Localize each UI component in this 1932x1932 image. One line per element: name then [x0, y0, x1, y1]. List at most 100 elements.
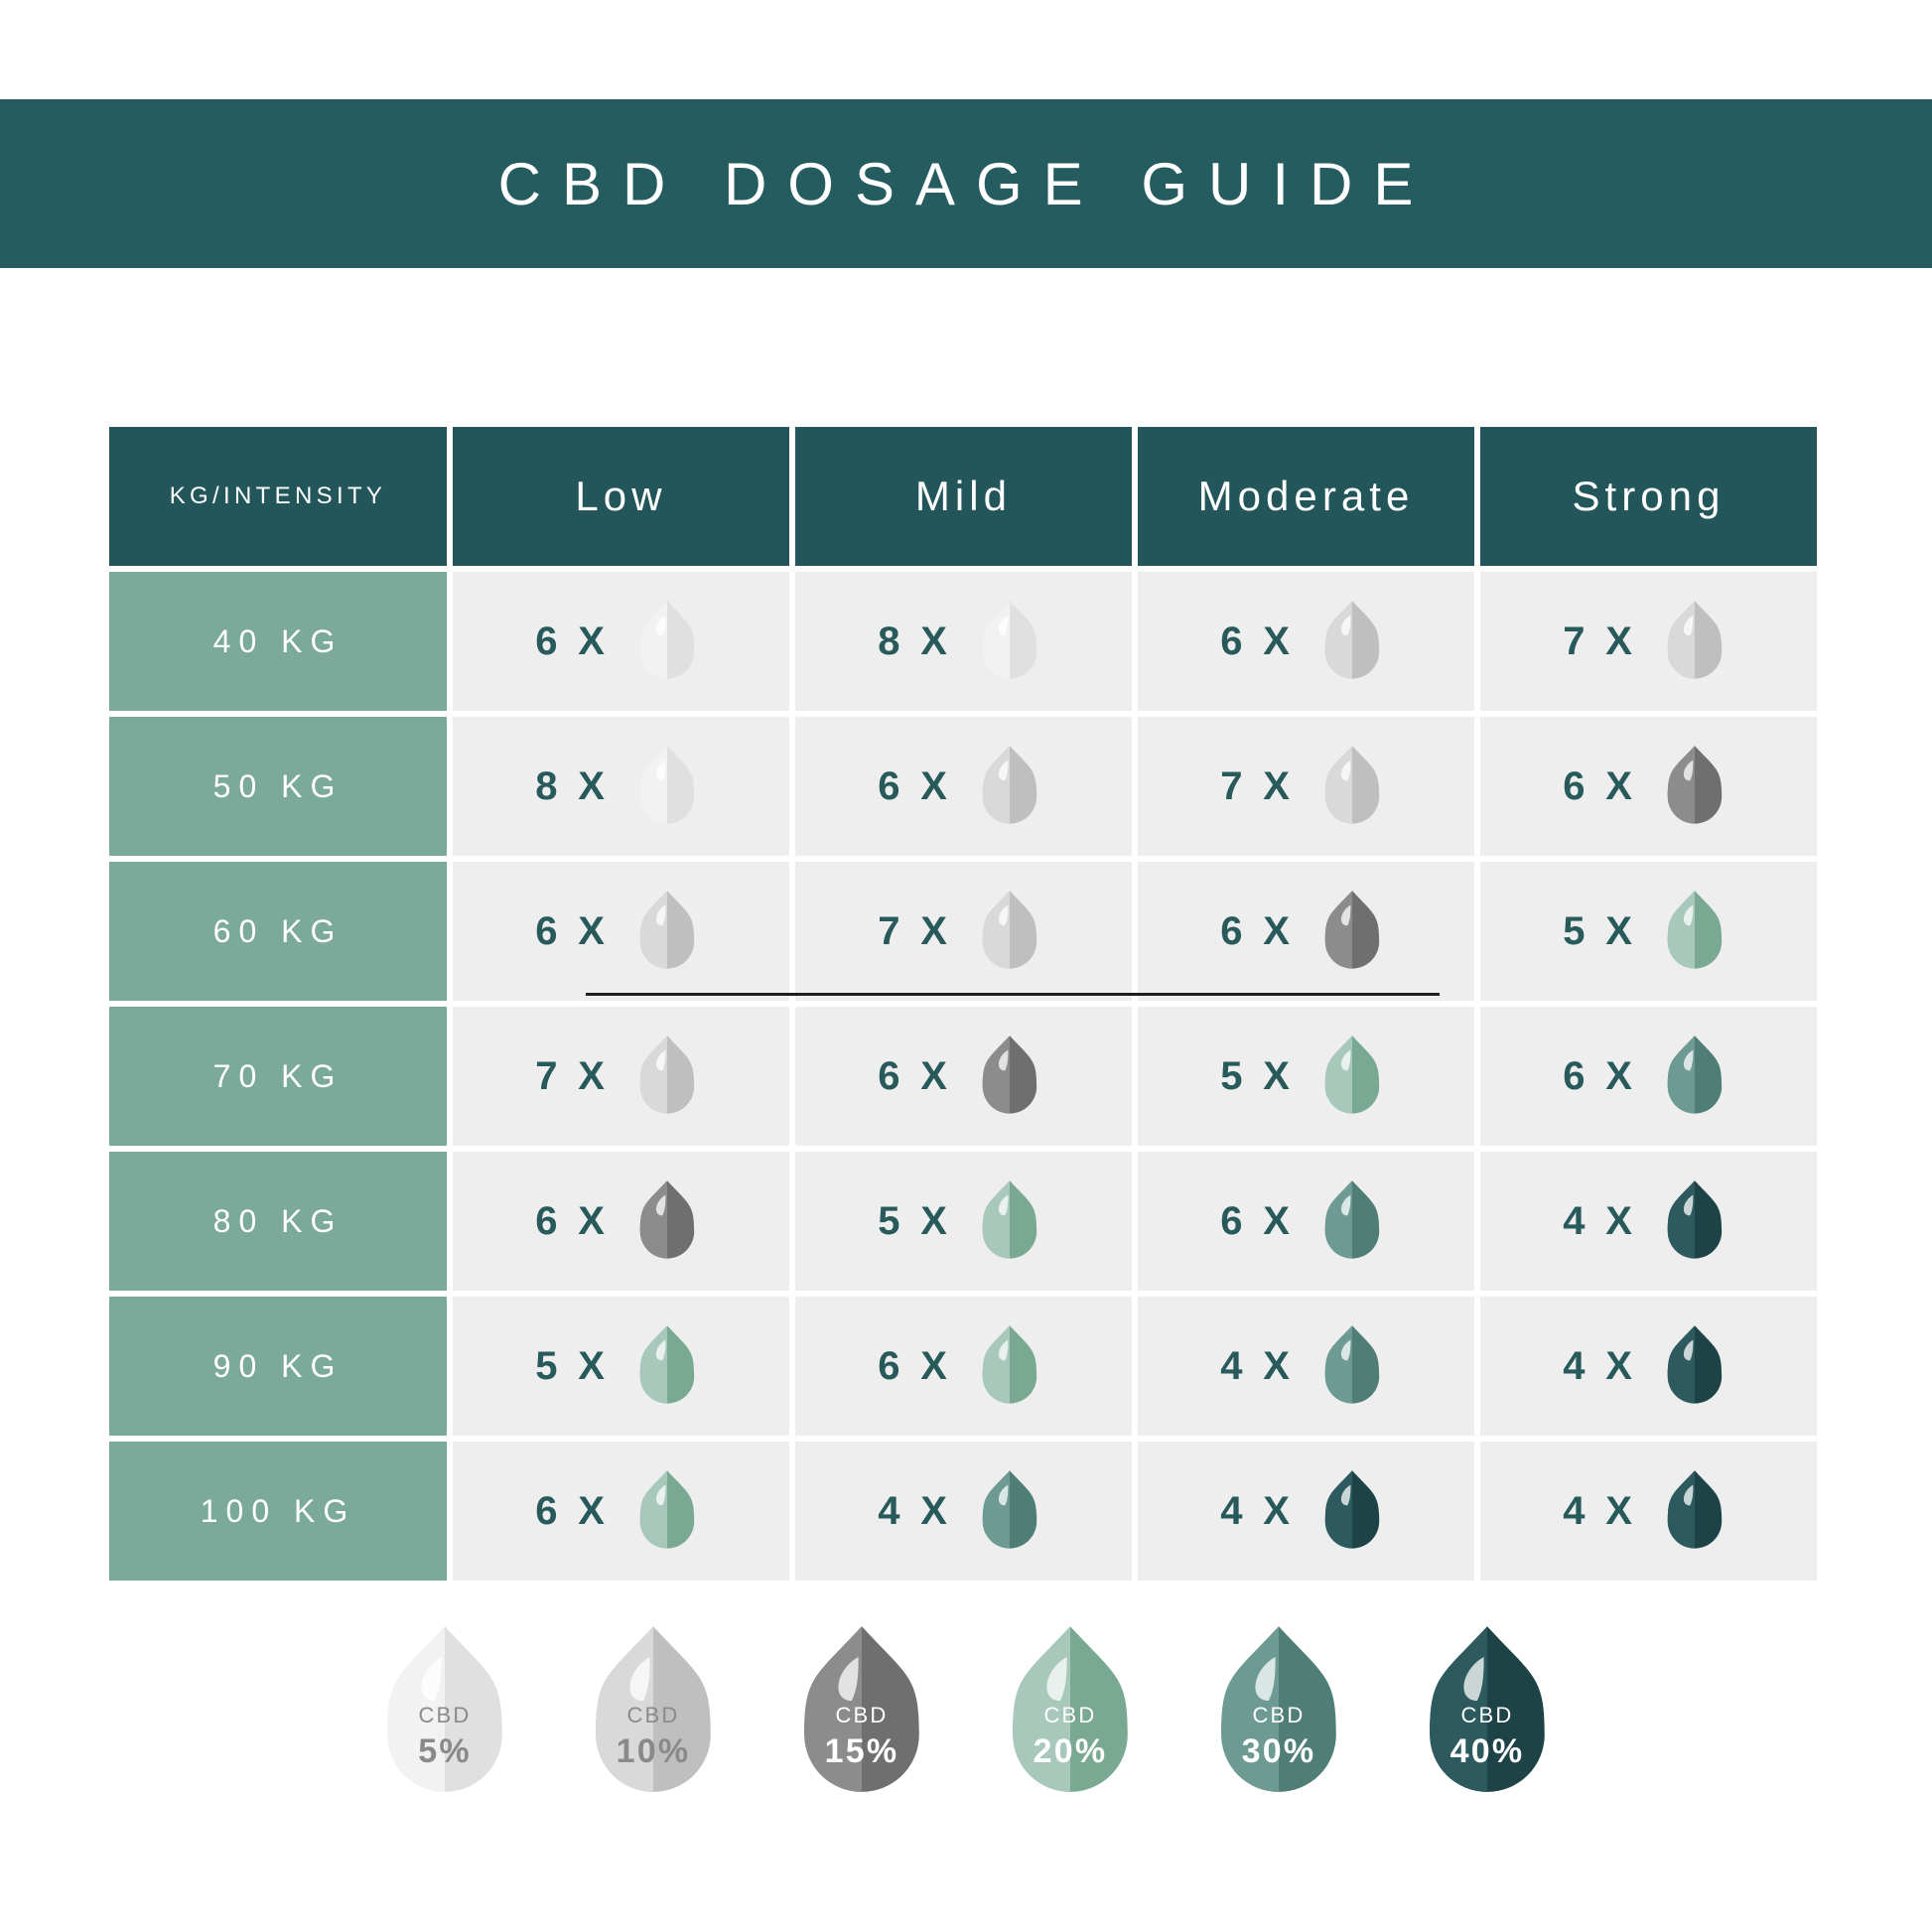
drop-icon-wrap — [1312, 592, 1392, 691]
table-cell: 6 X — [453, 1152, 789, 1291]
drop-icon — [1312, 1316, 1392, 1416]
drop-icon — [1312, 737, 1392, 836]
page-title: CBD DOSAGE GUIDE — [498, 150, 1435, 218]
drop-icon — [1655, 1316, 1734, 1416]
dose-multiplier: 5 X — [1563, 909, 1636, 954]
strength-legend: CBD 5% CBD10% CBD 15% CBD20% — [0, 1608, 1932, 1817]
table-cell: 6 X — [1480, 1007, 1817, 1146]
drop-icon-wrap — [627, 1172, 707, 1271]
drop-icon — [1655, 1027, 1734, 1126]
drop-icon — [627, 1172, 707, 1271]
drop-icon — [627, 737, 707, 836]
table-cell: 6 X — [1480, 717, 1817, 856]
drop-icon — [1312, 1172, 1392, 1271]
dose-multiplier: 6 X — [1563, 1054, 1636, 1099]
table-cell: 6 X — [1138, 572, 1474, 711]
drop-icon-wrap — [627, 882, 707, 981]
legend-label: CBD 5% — [360, 1703, 529, 1771]
drop-icon-wrap — [970, 1027, 1049, 1126]
legend-item: CBD40% — [1403, 1608, 1572, 1817]
drop-icon — [1655, 1172, 1734, 1271]
legend-label-pct: 15% — [777, 1732, 946, 1771]
drop-icon-wrap — [627, 592, 707, 691]
legend-label: CBD20% — [986, 1703, 1155, 1771]
drop-icon-wrap — [1312, 1461, 1392, 1561]
table-cell: 4 X — [1480, 1297, 1817, 1436]
drop-icon-wrap — [1312, 737, 1392, 836]
drop-icon — [627, 592, 707, 691]
drop-icon — [627, 1027, 707, 1126]
drop-icon-wrap — [970, 1316, 1049, 1416]
dose-multiplier: 4 X — [1220, 1489, 1294, 1534]
legend-label-pct: 5% — [360, 1732, 529, 1771]
drop-icon — [970, 1316, 1049, 1416]
legend-label-top: CBD — [418, 1703, 471, 1727]
drop-icon-wrap — [1655, 737, 1734, 836]
table-cell: 6 X — [1138, 1152, 1474, 1291]
table-cell: 5 X — [453, 1297, 789, 1436]
table-row-header: 100 KG — [109, 1442, 447, 1581]
drop-icon-wrap — [1655, 592, 1734, 691]
legend-label-pct: 40% — [1403, 1732, 1572, 1771]
legend-label-pct: 20% — [986, 1732, 1155, 1771]
drop-icon-wrap — [970, 1461, 1049, 1561]
drop-icon — [970, 1172, 1049, 1271]
legend-label: CBD10% — [569, 1703, 738, 1771]
table-cell: 6 X — [795, 717, 1132, 856]
dose-multiplier: 5 X — [878, 1199, 951, 1244]
divider-line — [586, 993, 1440, 996]
table-cell: 8 X — [453, 717, 789, 856]
dose-multiplier: 6 X — [878, 764, 951, 809]
dose-multiplier: 7 X — [535, 1054, 609, 1099]
table-cell: 6 X — [453, 862, 789, 1001]
drop-icon — [1312, 1027, 1392, 1126]
table-cell: 6 X — [795, 1297, 1132, 1436]
drop-icon-wrap — [627, 1027, 707, 1126]
table-header-intensity: Low — [453, 427, 789, 566]
legend-label-pct: 30% — [1194, 1732, 1363, 1771]
drop-icon-wrap — [1655, 1027, 1734, 1126]
drop-icon-wrap — [1655, 1316, 1734, 1416]
table-cell: 7 X — [453, 1007, 789, 1146]
drop-icon — [970, 882, 1049, 981]
drop-icon — [1655, 882, 1734, 981]
drop-icon-wrap — [1312, 1027, 1392, 1126]
legend-label-top: CBD — [835, 1703, 888, 1727]
dose-multiplier: 6 X — [878, 1344, 951, 1389]
table-row-header: 60 KG — [109, 862, 447, 1001]
drop-icon-wrap — [1312, 882, 1392, 981]
table-header-intensity: Mild — [795, 427, 1132, 566]
table-row-header: 80 KG — [109, 1152, 447, 1291]
drop-icon-wrap — [970, 737, 1049, 836]
legend-item: CBD10% — [569, 1608, 738, 1817]
drop-icon-wrap — [1312, 1316, 1392, 1416]
table-cell: 5 X — [1480, 862, 1817, 1001]
drop-icon — [1655, 592, 1734, 691]
dose-multiplier: 8 X — [878, 620, 951, 664]
table-cell: 5 X — [1138, 1007, 1474, 1146]
dose-multiplier: 7 X — [1220, 764, 1294, 809]
dose-multiplier: 4 X — [1563, 1489, 1636, 1534]
dose-multiplier: 6 X — [1220, 909, 1294, 954]
drop-icon-wrap — [1655, 1172, 1734, 1271]
drop-icon-wrap — [1655, 1461, 1734, 1561]
legend-label-pct: 10% — [569, 1732, 738, 1771]
drop-icon — [970, 1461, 1049, 1561]
drop-icon — [627, 1316, 707, 1416]
dose-multiplier: 5 X — [1220, 1054, 1294, 1099]
table-cell: 8 X — [795, 572, 1132, 711]
dose-multiplier: 7 X — [878, 909, 951, 954]
dose-multiplier: 4 X — [1220, 1344, 1294, 1389]
dose-multiplier: 8 X — [535, 764, 609, 809]
dose-multiplier: 4 X — [1563, 1199, 1636, 1244]
dosage-table: KG/INTENSITYLowMildModerateStrong40 KG6 … — [109, 427, 1817, 1581]
drop-icon-wrap — [627, 737, 707, 836]
drop-icon-wrap — [970, 882, 1049, 981]
dose-multiplier: 6 X — [535, 620, 609, 664]
table-header-intensity: Strong — [1480, 427, 1817, 566]
table-cell: 4 X — [1480, 1152, 1817, 1291]
table-cell: 6 X — [795, 1007, 1132, 1146]
table-cell: 4 X — [795, 1442, 1132, 1581]
dose-multiplier: 5 X — [535, 1344, 609, 1389]
drop-icon-wrap — [1655, 882, 1734, 981]
